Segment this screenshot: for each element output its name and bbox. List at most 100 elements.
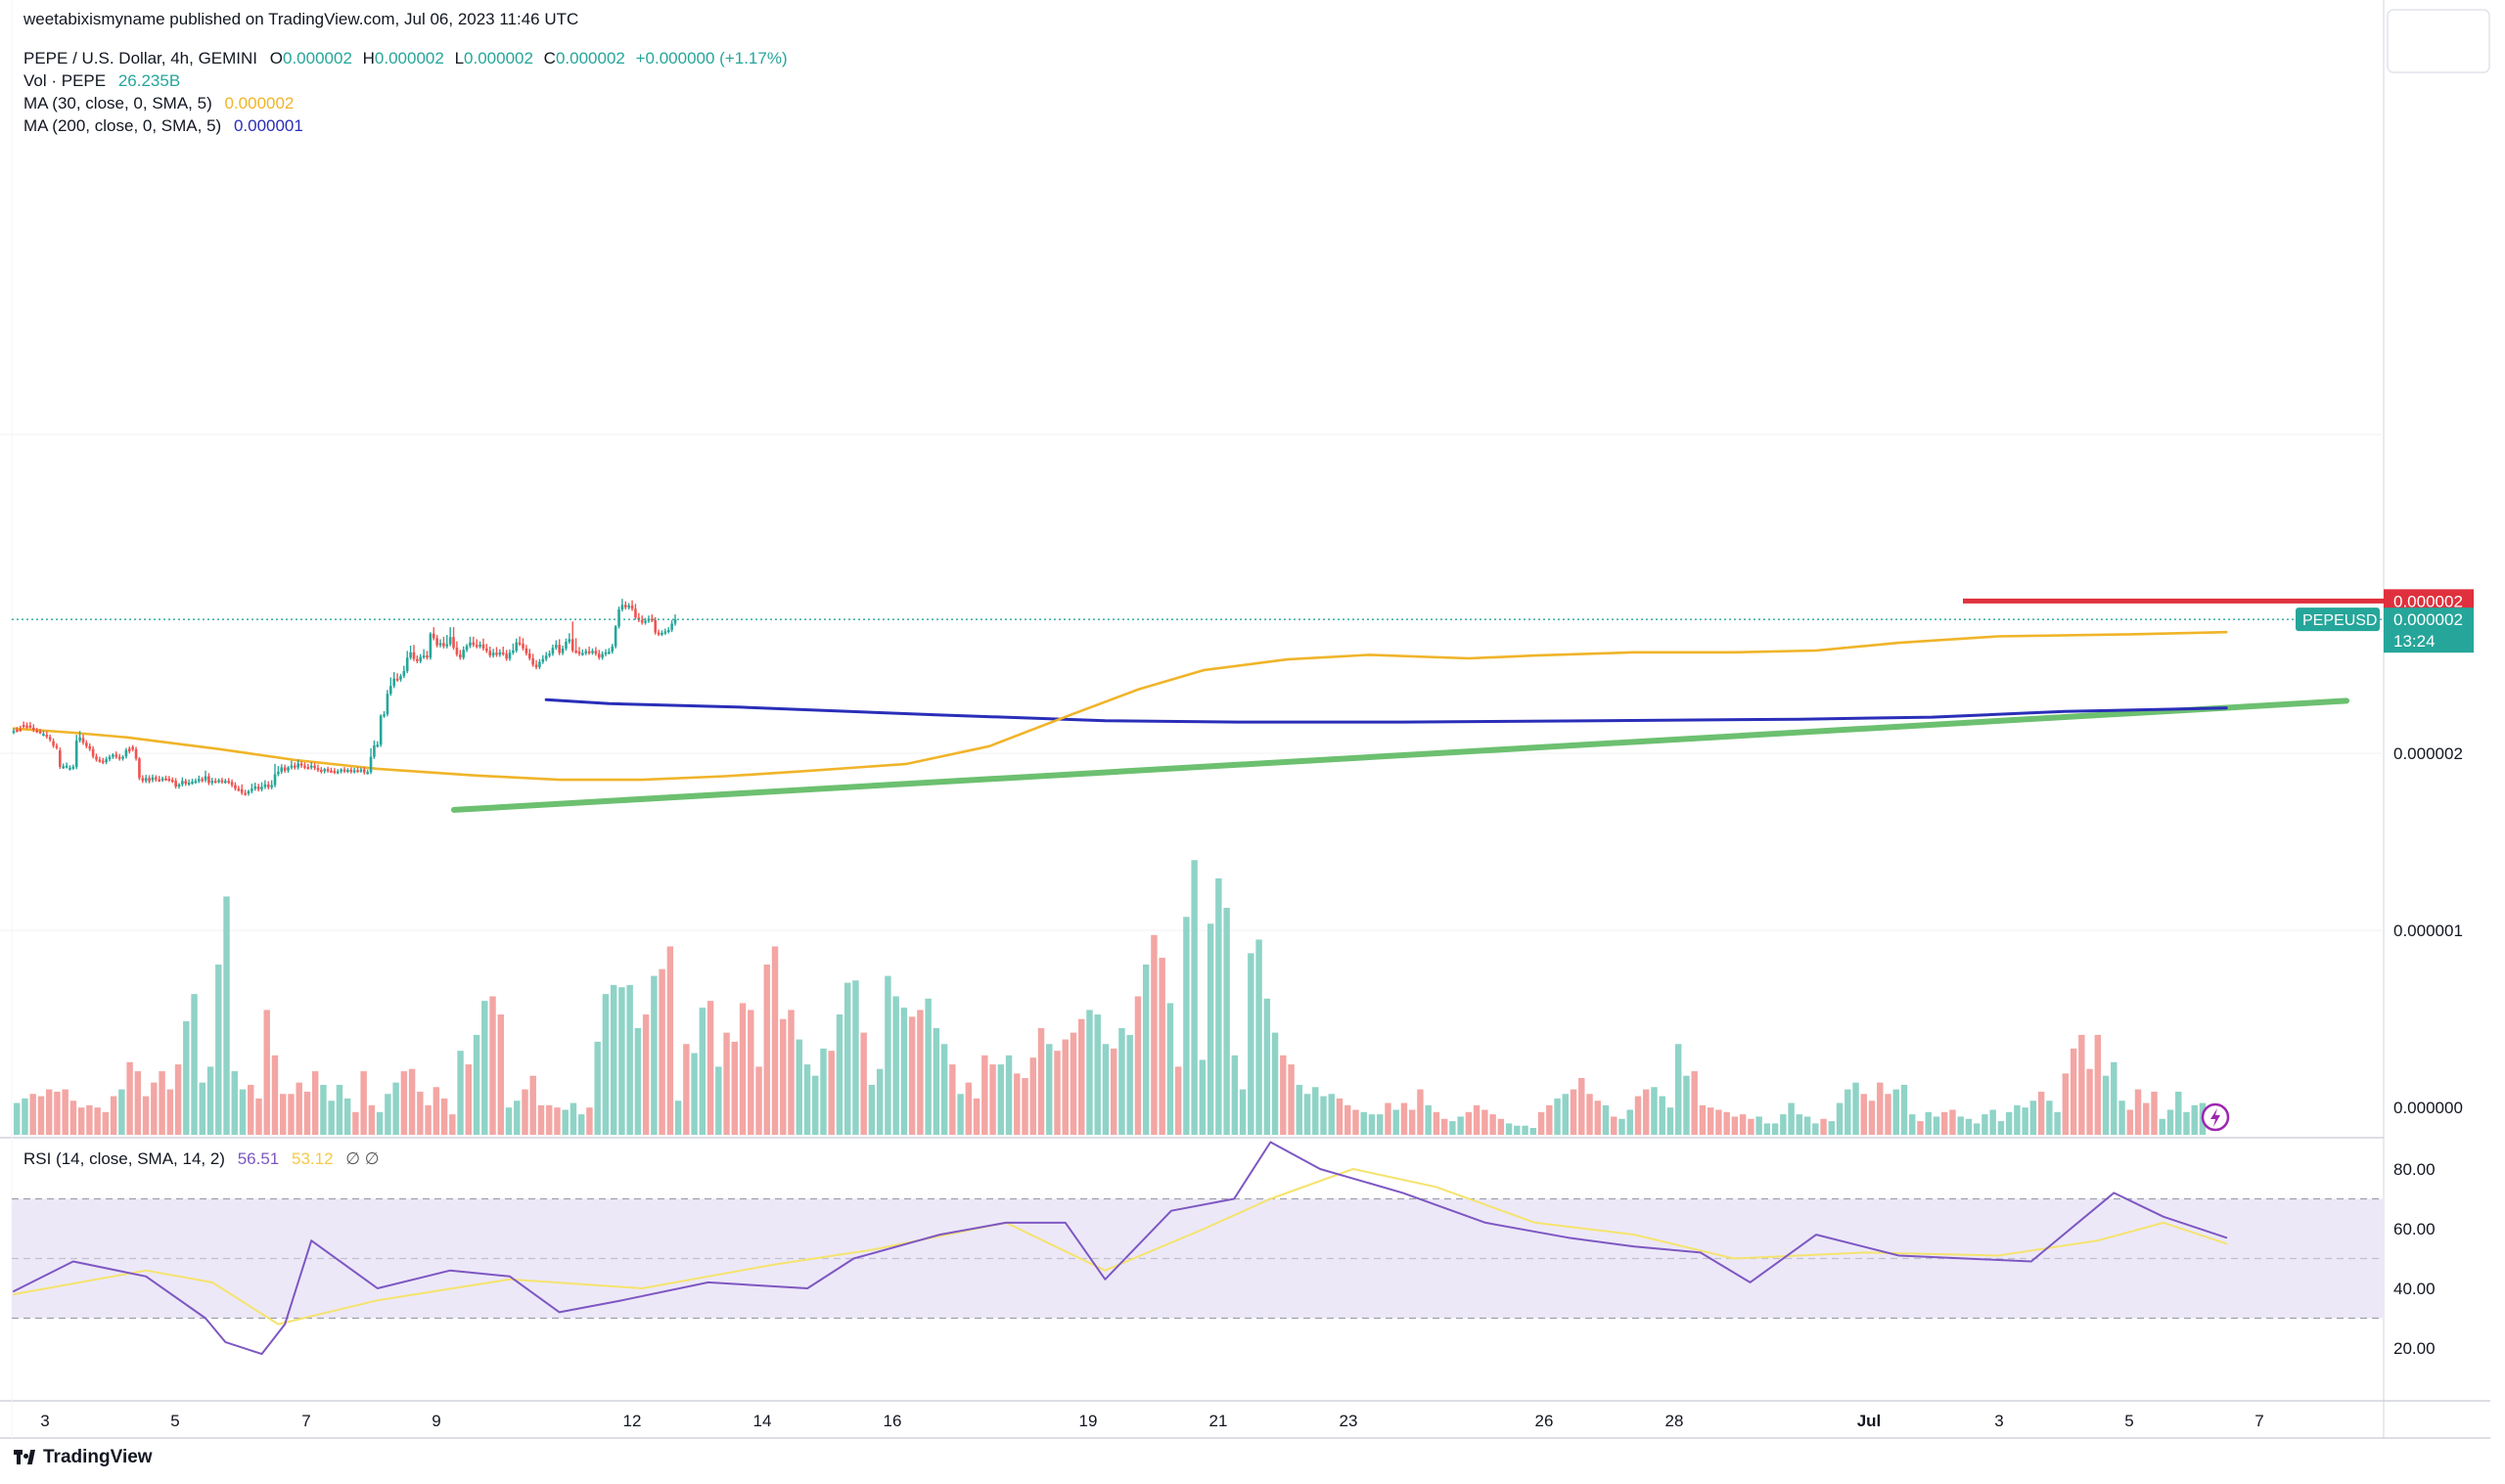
candle: [19, 725, 23, 732]
resistance-tag-label: 0.000002: [2393, 592, 2463, 610]
candle-body: [568, 639, 571, 642]
rsi-legend-label: RSI (14, close, SMA, 14, 2): [23, 1149, 225, 1168]
trendline: [451, 697, 2349, 813]
candle: [349, 767, 353, 774]
volume-bar: [1118, 1027, 1125, 1135]
candle: [148, 775, 151, 784]
candle-body: [273, 774, 277, 786]
candle-body: [426, 655, 429, 658]
candle: [91, 745, 95, 759]
volume-bar: [715, 1066, 722, 1135]
candle: [644, 617, 647, 625]
candle-body: [101, 760, 105, 763]
candle-body: [210, 781, 214, 784]
candle: [597, 650, 601, 660]
candle: [42, 730, 45, 737]
candle-body: [313, 765, 316, 769]
volume-bar: [2134, 1089, 2142, 1135]
volume-bar: [1940, 1111, 1948, 1135]
candle: [412, 645, 416, 661]
volume-bar: [2029, 1101, 2037, 1135]
volume-bar: [1159, 958, 1165, 1135]
candle-body: [306, 767, 310, 770]
candle-body: [263, 784, 267, 787]
volume-bar: [440, 1098, 448, 1135]
volume-bar: [271, 1055, 279, 1135]
candle-body: [217, 780, 220, 783]
lightning-icon[interactable]: [2201, 1102, 2230, 1132]
candle: [124, 747, 128, 759]
volume-bar: [280, 1094, 287, 1135]
candle: [164, 775, 167, 782]
volume-bar: [803, 1064, 811, 1135]
legend-ma30-row[interactable]: MA (30, close, 0, SMA, 5) 0.000002: [23, 92, 788, 114]
volume-bar: [1054, 1051, 1061, 1135]
candle: [181, 777, 184, 787]
volume-bar: [1271, 1032, 1279, 1135]
candle-body: [323, 769, 327, 772]
legend-l-label: L: [454, 49, 465, 67]
candle: [565, 638, 568, 652]
legend-vol-value: 26.235B: [117, 71, 181, 90]
candle: [392, 672, 395, 689]
rsi-legend[interactable]: RSI (14, close, SMA, 14, 2) 56.51 53.12 …: [23, 1147, 380, 1170]
candle-body: [244, 792, 247, 795]
candle: [369, 747, 373, 775]
candle-body: [438, 643, 442, 646]
candle-body: [349, 770, 353, 773]
volume-bar: [1618, 1118, 1625, 1135]
legend-symbol-row[interactable]: PEPE / U.S. Dollar, 4h, GEMINI O0.000002…: [23, 47, 788, 69]
volume-bar: [2070, 1048, 2077, 1135]
candle-body: [597, 653, 601, 658]
candle: [191, 779, 194, 786]
candle-body: [570, 639, 574, 652]
candle-body: [419, 656, 423, 661]
candle-body: [151, 777, 155, 781]
volume-bar: [796, 1039, 802, 1135]
tradingview-logo[interactable]: TradingView: [14, 1447, 153, 1468]
candle: [31, 724, 35, 733]
volume-bar: [917, 1010, 924, 1135]
candle: [260, 782, 263, 792]
candle: [445, 635, 449, 649]
volume-bar: [54, 1091, 61, 1135]
volume-bar: [408, 1068, 416, 1135]
chart-legend: PEPE / U.S. Dollar, 4h, GEMINI O0.000002…: [23, 47, 788, 137]
candle-body: [174, 781, 177, 787]
candle-body: [220, 780, 224, 783]
volume-bar: [1425, 1104, 1432, 1135]
legend-volume-row[interactable]: Vol · PEPE 26.235B: [23, 69, 788, 92]
candle: [224, 779, 227, 785]
candle: [237, 786, 241, 792]
volume-bar: [94, 1107, 101, 1135]
volume-bar: [860, 1032, 867, 1135]
volume-bar: [1062, 1039, 1069, 1135]
candle: [640, 615, 644, 625]
volume-bar: [360, 1071, 367, 1135]
candle-body: [108, 756, 112, 760]
volume-bar: [303, 1091, 311, 1135]
candle: [296, 759, 299, 770]
candle: [604, 649, 608, 656]
volume-bar: [1481, 1109, 1488, 1135]
price-label: 0.000002: [2393, 744, 2463, 763]
volume-bar: [1352, 1109, 1359, 1135]
candle-body: [630, 606, 634, 609]
candle-body: [283, 767, 287, 771]
candle-body: [651, 618, 654, 621]
candle-body: [555, 645, 558, 649]
time-label: 21: [1209, 1412, 1228, 1430]
volume-bar: [1755, 1116, 1762, 1135]
time-label: 3: [40, 1412, 49, 1430]
candle-body: [392, 678, 395, 687]
volume-bar: [2086, 1068, 2093, 1135]
volume-bar: [788, 1010, 795, 1135]
volume-bar: [376, 1111, 384, 1135]
volume-bar: [1199, 1059, 1207, 1135]
candle: [416, 655, 419, 664]
volume-bar: [1514, 1125, 1521, 1135]
candle: [452, 627, 455, 651]
volume-bar: [1828, 1121, 1836, 1135]
legend-ma200-row[interactable]: MA (200, close, 0, SMA, 5) 0.000001: [23, 114, 788, 137]
